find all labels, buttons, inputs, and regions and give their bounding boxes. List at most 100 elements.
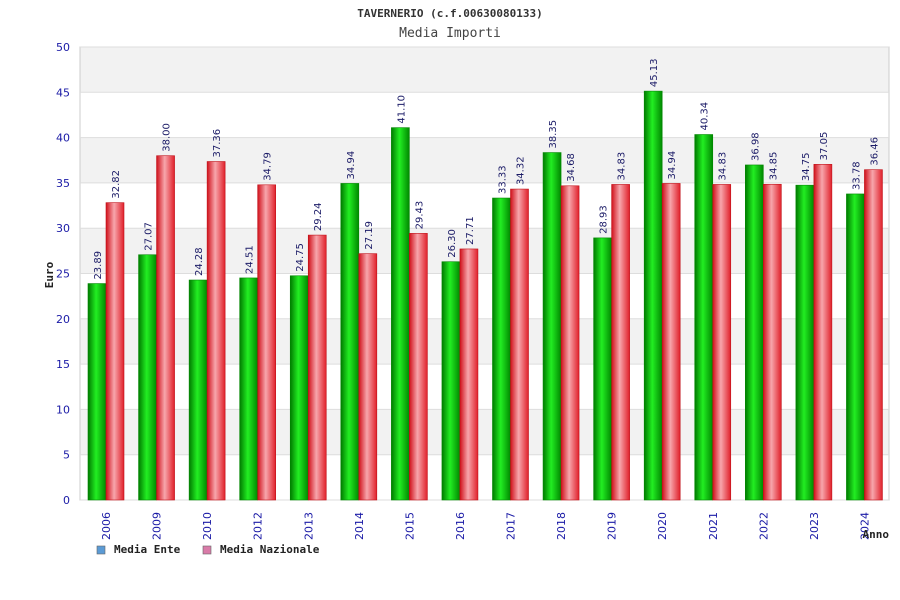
- x-tick-label: 2006: [100, 512, 113, 540]
- y-tick-label: 5: [63, 449, 70, 462]
- bar-media-nazionale: [510, 188, 529, 501]
- data-label: 45.13: [649, 58, 660, 87]
- bar-media-nazionale: [358, 253, 378, 501]
- y-tick-label: 45: [56, 86, 70, 99]
- data-label: 33.33: [498, 165, 509, 194]
- x-axis-label: Anno: [863, 528, 890, 541]
- bar-media-ente: [542, 152, 562, 501]
- bar-media-ente: [643, 90, 663, 501]
- data-label: 27.71: [465, 216, 476, 245]
- y-tick-label: 50: [56, 41, 70, 54]
- data-label: 34.68: [566, 153, 577, 182]
- y-axis-label: Euro: [43, 261, 56, 288]
- bar-media-ente: [492, 197, 511, 501]
- x-tick-label: 2015: [403, 512, 416, 540]
- y-tick-label: 10: [56, 403, 70, 416]
- bar-media-nazionale: [156, 155, 175, 501]
- legend-label: Media Ente: [114, 543, 181, 556]
- bar-media-nazionale: [661, 183, 681, 501]
- bar-media-ente: [239, 277, 258, 501]
- data-label: 28.93: [599, 205, 610, 234]
- y-tick-label: 40: [56, 132, 70, 145]
- data-label: 27.19: [364, 221, 375, 250]
- bar-media-nazionale: [206, 161, 226, 501]
- data-label: 29.43: [414, 201, 425, 230]
- bar-media-nazionale: [560, 185, 580, 501]
- data-labels: 23.89 32.82 27.07 38.00 24.28 37.36 24.51 34.79…: [93, 58, 880, 279]
- x-tick-label: 2012: [252, 512, 265, 540]
- data-label: 38.00: [162, 123, 173, 152]
- x-tick-label: 2023: [808, 512, 821, 540]
- bar-media-ente: [289, 275, 309, 501]
- x-tick-label: 2016: [454, 512, 467, 540]
- bar-media-ente: [694, 134, 714, 501]
- bar-media-ente: [795, 184, 815, 501]
- data-label: 34.94: [667, 151, 678, 180]
- bar-media-nazionale: [763, 183, 782, 501]
- x-tick-label: 2020: [656, 512, 669, 540]
- data-label: 27.07: [144, 222, 155, 251]
- plot-band: [80, 47, 889, 93]
- y-tick-label: 15: [56, 358, 70, 371]
- y-tick-label: 20: [56, 313, 70, 326]
- bar-media-ente: [87, 283, 107, 501]
- bar-media-nazionale: [712, 184, 732, 501]
- data-label: 24.51: [245, 245, 256, 274]
- x-tick-label: 2017: [505, 512, 518, 540]
- bar-media-nazionale: [611, 184, 630, 501]
- data-label: 38.35: [548, 120, 559, 149]
- y-tick-label: 30: [56, 222, 70, 235]
- bar-media-ente: [593, 237, 612, 501]
- data-label: 29.24: [313, 202, 324, 231]
- x-tick-label: 2010: [201, 512, 214, 540]
- data-label: 32.82: [111, 170, 122, 199]
- data-label: 36.46: [869, 137, 880, 166]
- x-tick-label: 2024: [858, 512, 871, 540]
- bar-media-nazionale: [864, 169, 883, 501]
- bar-media-nazionale: [409, 233, 428, 501]
- bar-media-nazionale: [307, 234, 327, 501]
- bar-media-nazionale: [257, 184, 276, 501]
- data-label: 24.75: [295, 243, 306, 272]
- bar-media-ente: [391, 127, 410, 501]
- chart-title: TAVERNERIO (c.f.00630080133): [357, 7, 542, 20]
- bar-media-nazionale: [813, 164, 833, 501]
- data-label: 34.75: [801, 153, 812, 182]
- bar-media-ente: [441, 261, 461, 501]
- bars: [87, 90, 883, 501]
- y-axis-ticks: 0 5 10 15 20 25 30 35 40 45 50: [56, 41, 70, 507]
- y-tick-label: 0: [63, 494, 70, 507]
- y-tick-label: 35: [56, 177, 70, 190]
- y-tick-label: 25: [56, 268, 70, 281]
- bar-media-ente: [340, 183, 360, 501]
- data-label: 37.36: [212, 129, 223, 158]
- data-label: 23.89: [93, 251, 104, 280]
- data-label: 26.30: [447, 229, 458, 258]
- x-tick-label: 2022: [757, 512, 770, 540]
- data-label: 41.10: [396, 95, 407, 124]
- data-label: 34.79: [263, 152, 274, 181]
- x-tick-label: 2013: [302, 512, 315, 540]
- chart-subtitle: Media Importi: [399, 26, 501, 41]
- data-label: 37.05: [819, 132, 830, 161]
- data-label: 34.32: [516, 156, 527, 185]
- legend-swatch: [202, 545, 212, 555]
- plot-band: [80, 92, 889, 138]
- x-tick-label: 2018: [555, 512, 568, 540]
- legend-swatch: [96, 545, 106, 555]
- data-label: 33.78: [851, 161, 862, 190]
- data-label: 34.83: [617, 152, 628, 181]
- x-axis-ticks: 2006 2009 2010 2012 2013 2014 2015 2016 2017 2018…: [100, 512, 871, 540]
- data-label: 34.85: [768, 152, 779, 181]
- bar-media-ente: [138, 254, 157, 501]
- bar-media-nazionale: [105, 202, 125, 501]
- legend: Media Ente Media Nazionale: [96, 543, 320, 556]
- data-label: 36.98: [750, 132, 761, 161]
- data-label: 34.83: [718, 152, 729, 181]
- x-tick-label: 2021: [707, 512, 720, 540]
- bar-media-ente: [188, 279, 208, 501]
- data-label: 34.94: [346, 151, 357, 180]
- bar-media-ente: [846, 193, 865, 501]
- bar-media-ente: [745, 164, 764, 501]
